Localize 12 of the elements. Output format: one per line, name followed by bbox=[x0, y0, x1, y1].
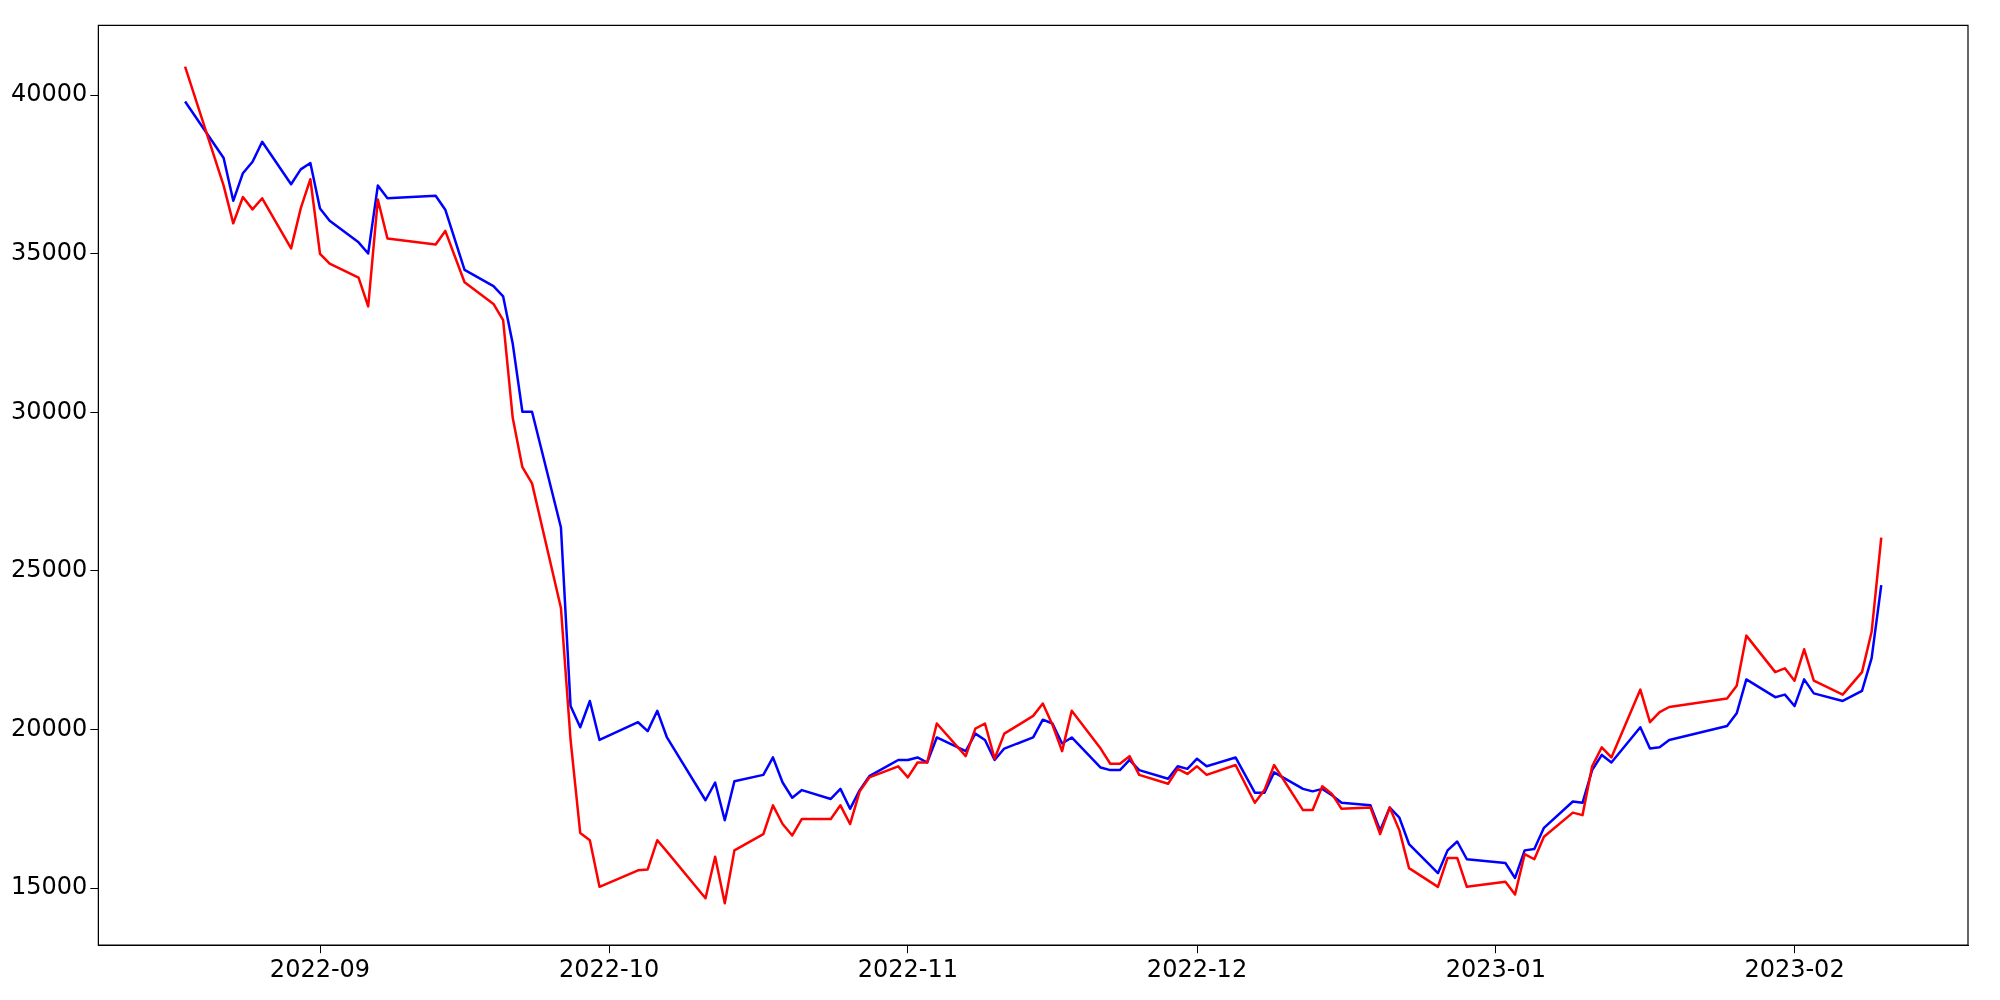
y-tick-label: 25000 bbox=[10, 555, 88, 584]
y-tick-label: 40000 bbox=[10, 79, 88, 108]
x-tick-label: 2022-12 bbox=[1146, 954, 1248, 983]
y-tick-label: 35000 bbox=[10, 238, 88, 266]
x-tick-label: 2023-02 bbox=[1744, 954, 1845, 983]
x-tick-label: 2022-11 bbox=[857, 954, 959, 983]
x-tick-label: 2022-09 bbox=[269, 954, 371, 983]
x-tick-label: 2022-10 bbox=[558, 954, 660, 983]
y-tick-label: 15000 bbox=[10, 872, 88, 901]
y-tick-label: 20000 bbox=[10, 713, 88, 742]
y-tick-label: 30000 bbox=[10, 396, 88, 425]
x-tick-label: 2023-01 bbox=[1445, 954, 1546, 983]
